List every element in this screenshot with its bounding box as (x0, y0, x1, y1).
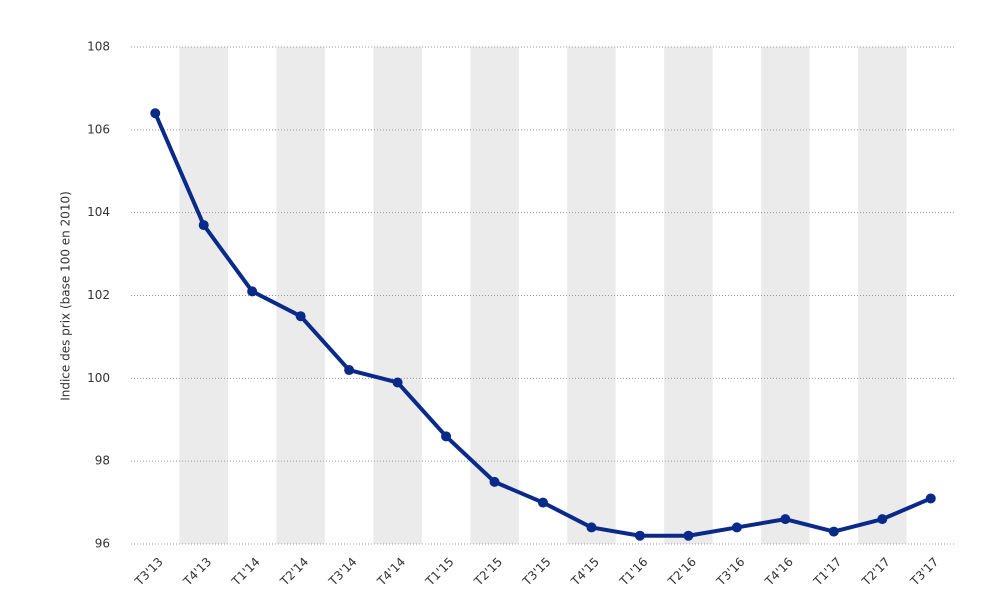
y-tick-label: 98 (95, 454, 110, 468)
point (586, 522, 597, 533)
x-tick-label: T1'17 (810, 555, 844, 589)
point (634, 530, 645, 541)
x-tick-label: T3'16 (713, 555, 747, 589)
x-tick-label: T3'13 (132, 555, 166, 589)
point (441, 431, 452, 442)
x-tick-label: T1'16 (616, 555, 650, 589)
x-tick-label: T4'14 (374, 555, 408, 589)
point (344, 365, 355, 376)
y-tick-label: 96 (95, 537, 110, 551)
point (198, 220, 209, 231)
x-tick-label: T4'15 (568, 555, 602, 589)
x-tick-label: T1'14 (228, 555, 262, 589)
y-tick-label: 100 (87, 371, 110, 385)
y-tick-label: 102 (87, 288, 110, 302)
x-tick-label: T4'13 (180, 555, 214, 589)
point (683, 530, 694, 541)
y-tick-label: 108 (87, 40, 110, 54)
point (247, 286, 258, 297)
point (489, 476, 500, 487)
x-tick-label: T2'14 (277, 555, 311, 589)
x-tick-label: T3'15 (519, 555, 553, 589)
point (925, 493, 936, 504)
point (538, 497, 548, 508)
y-axis-label: Indice des prix (base 100 en 2010) (59, 191, 73, 401)
line (153, 112, 932, 538)
y-tick-label: 106 (87, 122, 110, 136)
x-tick-label: T2'17 (859, 555, 893, 589)
point (780, 514, 791, 525)
x-tick-label: T2'16 (665, 555, 699, 589)
point (295, 311, 306, 322)
y-tick-label: 104 (87, 205, 110, 219)
point (150, 108, 161, 119)
x-tick-label: T4'16 (762, 555, 796, 589)
point (731, 522, 742, 533)
x-tick-label: T1'15 (422, 555, 456, 589)
x-tick-label: T3'14 (325, 555, 359, 589)
point (392, 377, 403, 388)
point (828, 526, 839, 537)
point (877, 514, 888, 525)
x-tick-label: T2'15 (471, 555, 505, 589)
x-tick-label: T3'17 (907, 555, 941, 589)
